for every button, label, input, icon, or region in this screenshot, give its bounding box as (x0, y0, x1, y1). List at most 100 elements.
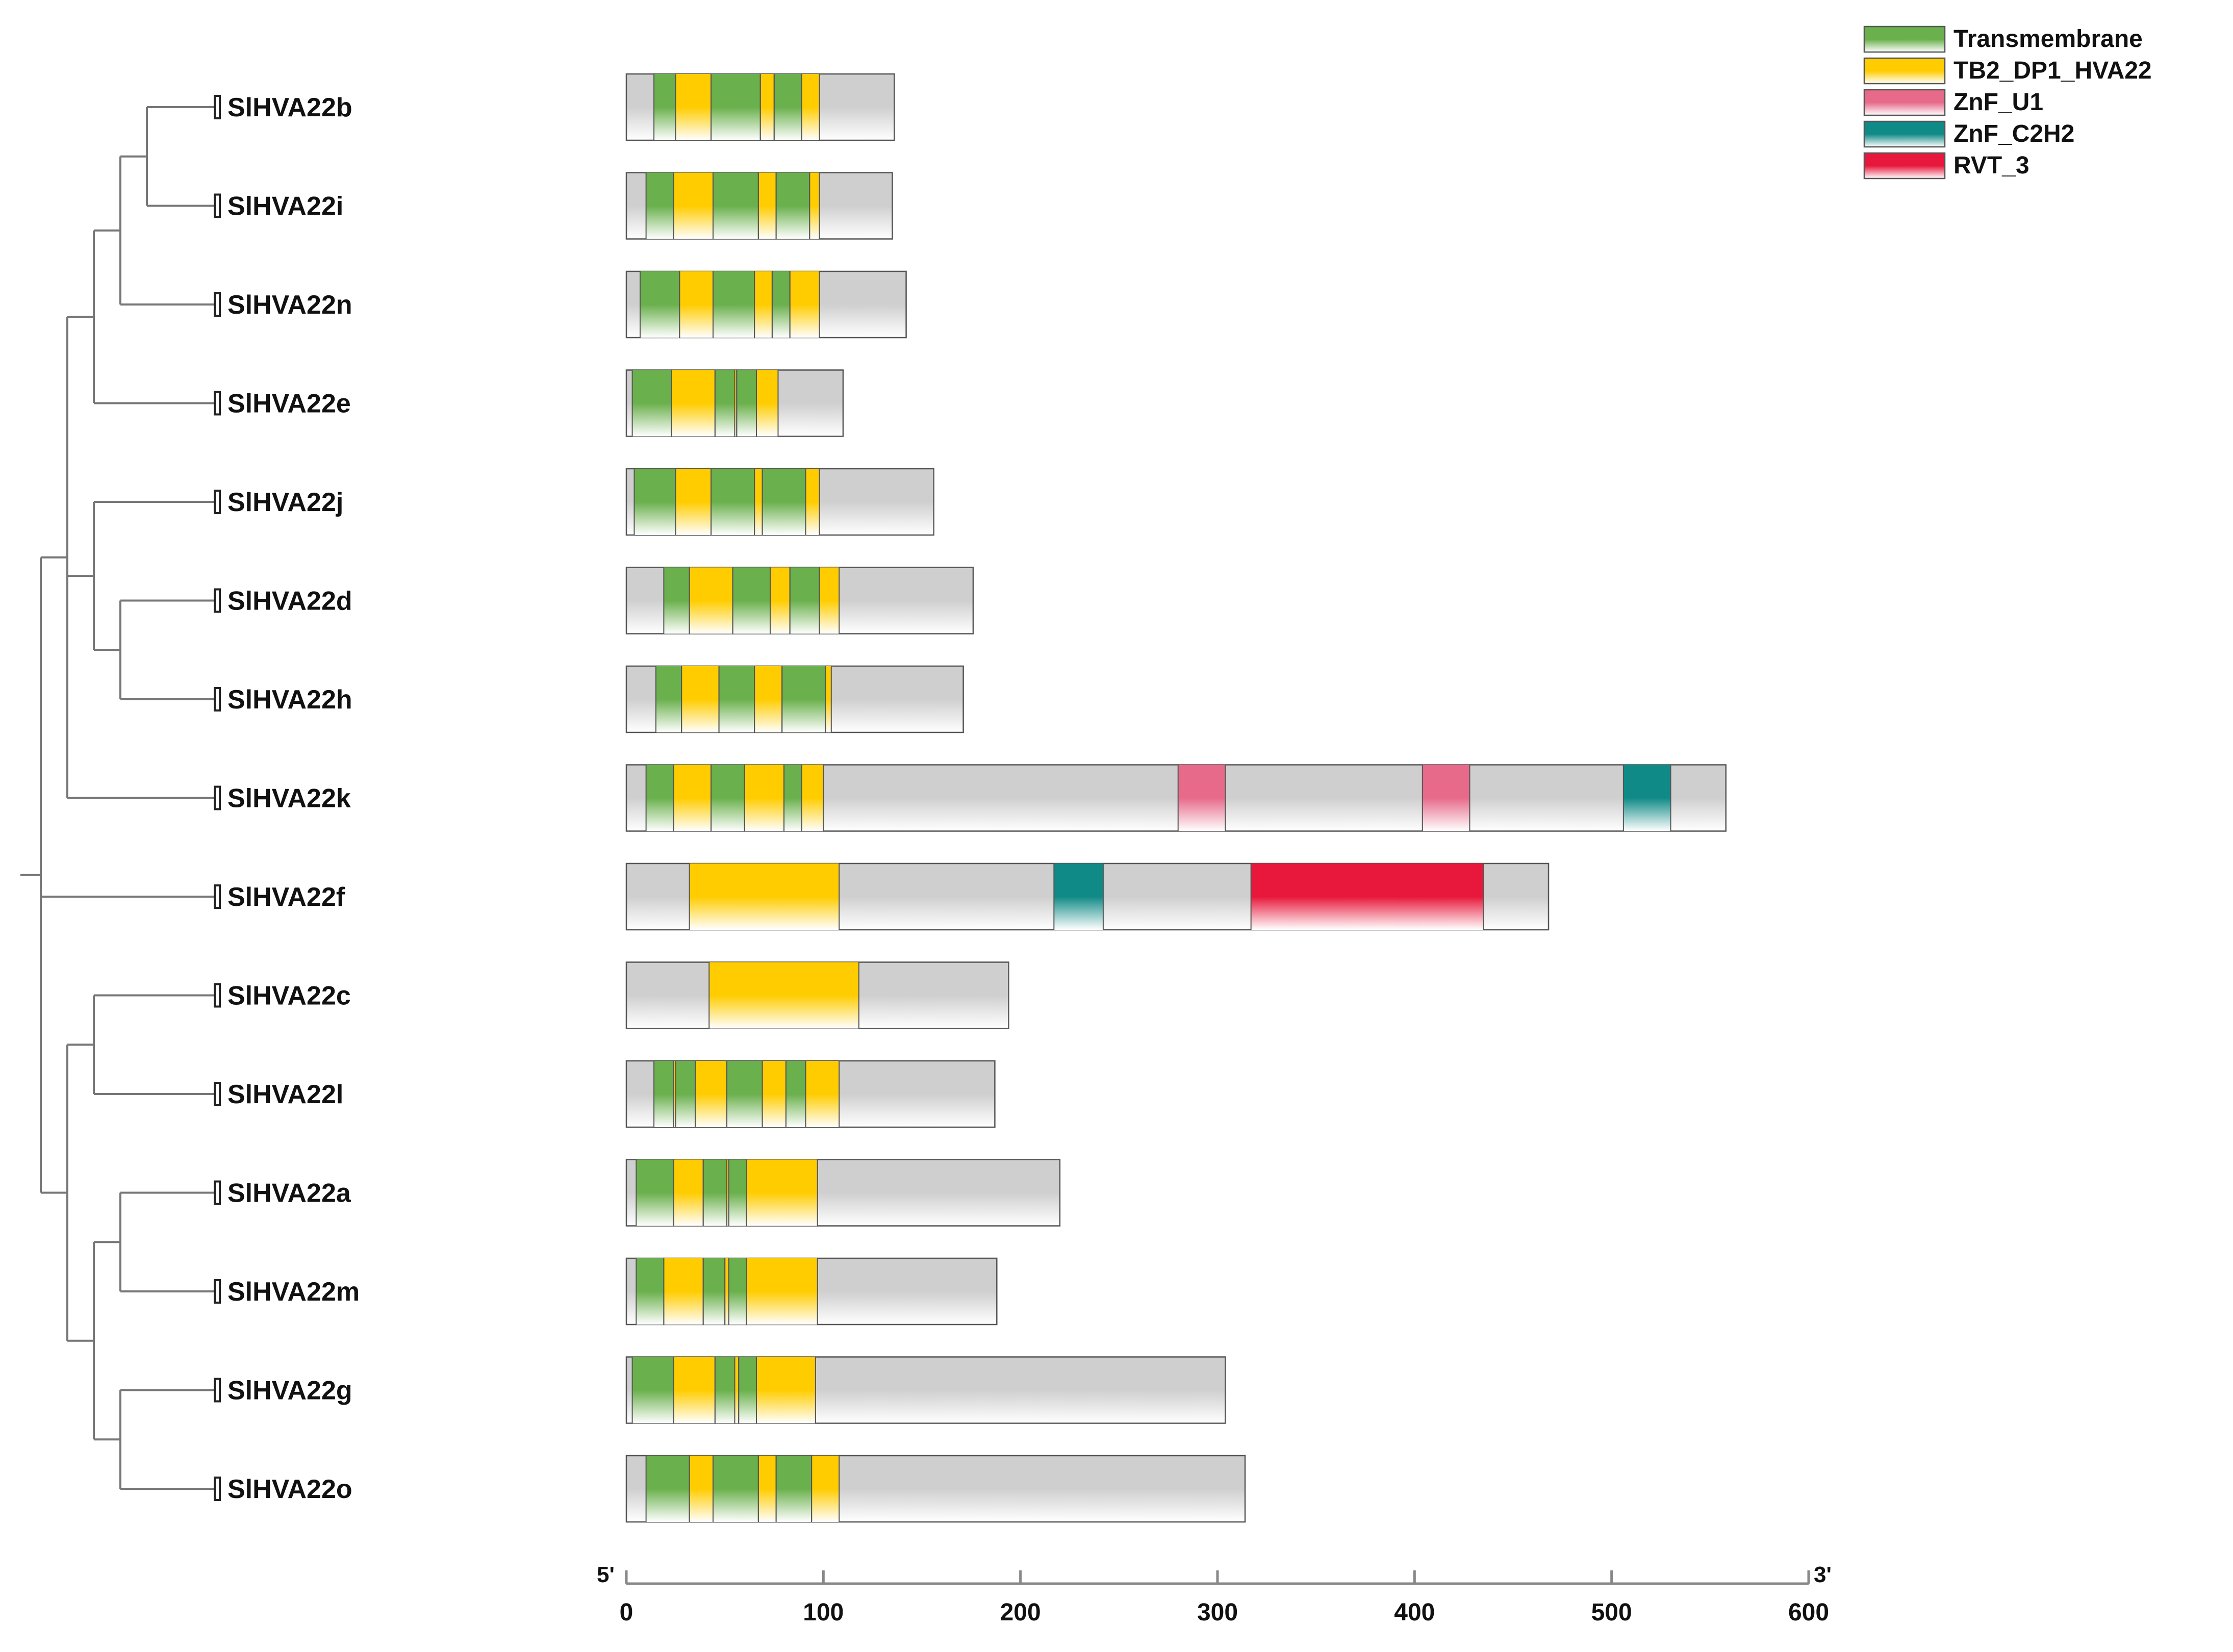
domain-transmembrane (632, 370, 672, 437)
protein-label-slhva22d: SlHVA22d (227, 587, 352, 616)
domain-transmembrane (634, 469, 676, 535)
domain-transmembrane (646, 1456, 690, 1522)
leaf-marker (214, 1477, 221, 1501)
domain-tb2 (809, 172, 820, 239)
protein-label-slhva22i: SlHVA22i (227, 192, 343, 221)
domain-tb2 (673, 1357, 715, 1424)
domain-tb2 (746, 1258, 818, 1325)
domain-tb2 (756, 370, 778, 437)
domain-tb2 (762, 1061, 786, 1127)
domain-tb2 (673, 765, 712, 831)
domain-transmembrane (655, 666, 682, 732)
protein-label-slhva22h: SlHVA22h (227, 685, 352, 715)
domain-transmembrane (713, 1456, 758, 1522)
protein-label-slhva22f: SlHVA22f (227, 882, 345, 912)
protein-labels: SlHVA22b SlHVA22i SlHVA22n SlHVA22e SlHVA22j… (214, 93, 360, 1504)
domain-tb2 (671, 370, 715, 437)
axis-tick-label: 600 (1788, 1599, 1829, 1626)
protein-label-slhva22c: SlHVA22c (227, 981, 351, 1011)
domain-tb2 (754, 666, 782, 732)
domain-tb2 (734, 1357, 739, 1424)
domain-tb2 (734, 370, 737, 437)
domain-transmembrane (654, 74, 676, 140)
legend-swatch-znf-c2h2 (1863, 120, 1946, 148)
domain-transmembrane (713, 172, 758, 239)
legend-label-rvt-3: RVT_3 (1953, 152, 2029, 179)
legend-label-znf-u1: ZnF_U1 (1953, 89, 2043, 116)
legend: Transmembrane TB2_DP1_HVA22 ZnF_U1 ZnF_C2H2… (1863, 26, 2152, 180)
domain-transmembrane (728, 1258, 747, 1325)
domain-tb2 (744, 765, 784, 831)
protein-label-slhva22m: SlHVA22m (227, 1277, 360, 1307)
legend-label-transmembrane: Transmembrane (1953, 26, 2143, 53)
protein-label-slhva22k: SlHVA22k (227, 784, 351, 814)
domain-transmembrane (646, 765, 674, 831)
domain-tb2 (758, 1456, 776, 1522)
domain-transmembrane (636, 1159, 674, 1226)
domain-transmembrane (762, 469, 806, 535)
legend-label-znf-c2h2: ZnF_C2H2 (1953, 120, 2074, 147)
domain-tb2 (695, 1061, 727, 1127)
domain-tb2 (725, 1258, 729, 1325)
domain-transmembrane (719, 666, 755, 732)
leaf-marker (214, 983, 221, 1008)
leaf-marker (214, 490, 221, 514)
axis-tick-label: 0 (620, 1599, 633, 1626)
domain-tb2 (675, 74, 712, 140)
axis-tick-label: 500 (1591, 1599, 1632, 1626)
legend-swatch-rvt-3 (1863, 152, 1946, 180)
domain-transmembrane (782, 666, 826, 732)
length-axis: 5' 3' 0 100 200 300 400 500 600 (597, 1562, 1832, 1626)
domain-transmembrane (703, 1258, 725, 1325)
domain-tb2 (760, 74, 774, 140)
leaf-marker (214, 588, 221, 613)
domain-transmembrane (784, 765, 802, 831)
domain-znf-u1 (1422, 765, 1470, 831)
legend-swatch-transmembrane (1863, 26, 1946, 53)
legend-swatch-znf-u1 (1863, 89, 1946, 116)
leaf-marker (214, 1180, 221, 1205)
domain-tb2 (819, 567, 840, 634)
leaf-marker (214, 1082, 221, 1106)
domain-znf-u1 (1178, 765, 1226, 831)
domain-tb2 (801, 74, 820, 140)
domain-transmembrane (703, 1159, 727, 1226)
domain-transmembrane (774, 74, 802, 140)
axis-left-label: 5' (597, 1562, 615, 1587)
domain-transmembrane (790, 567, 820, 634)
leaf-marker (214, 1279, 221, 1304)
domain-tb2 (689, 567, 733, 634)
domain-transmembrane (664, 567, 690, 634)
domain-tb2 (758, 172, 776, 239)
domain-transmembrane (776, 172, 810, 239)
domain-transmembrane (772, 271, 790, 338)
phylogenetic-tree (20, 106, 215, 1490)
protein-label-slhva22e: SlHVA22e (227, 389, 351, 419)
domain-znf-c2h2 (1054, 863, 1103, 930)
domain-transmembrane (737, 370, 756, 437)
domain-tb2 (681, 666, 719, 732)
protein-label-slhva22n: SlHVA22n (227, 290, 352, 320)
domain-transmembrane (776, 1456, 812, 1522)
domain-tb2 (664, 1258, 703, 1325)
leaf-marker (214, 1378, 221, 1403)
domain-tb2 (709, 962, 859, 1029)
domain-tb2 (770, 567, 790, 634)
domain-transmembrane (713, 271, 755, 338)
axis-right-label: 3' (1814, 1562, 1832, 1587)
domain-transmembrane (675, 1061, 696, 1127)
protein-label-slhva22b: SlHVA22b (227, 93, 352, 122)
leaf-marker (214, 391, 221, 416)
domain-tb2 (754, 469, 763, 535)
leaf-marker (214, 884, 221, 909)
domain-transmembrane (715, 370, 735, 437)
domain-tb2 (756, 1357, 816, 1424)
domain-tb2 (673, 172, 713, 239)
leaf-marker (214, 785, 221, 810)
protein-label-slhva22l: SlHVA22l (227, 1080, 343, 1109)
axis-tick-label: 400 (1394, 1599, 1435, 1626)
protein-label-slhva22a: SlHVA22a (227, 1179, 351, 1208)
domain-tb2 (679, 271, 713, 338)
leaf-marker (214, 687, 221, 711)
